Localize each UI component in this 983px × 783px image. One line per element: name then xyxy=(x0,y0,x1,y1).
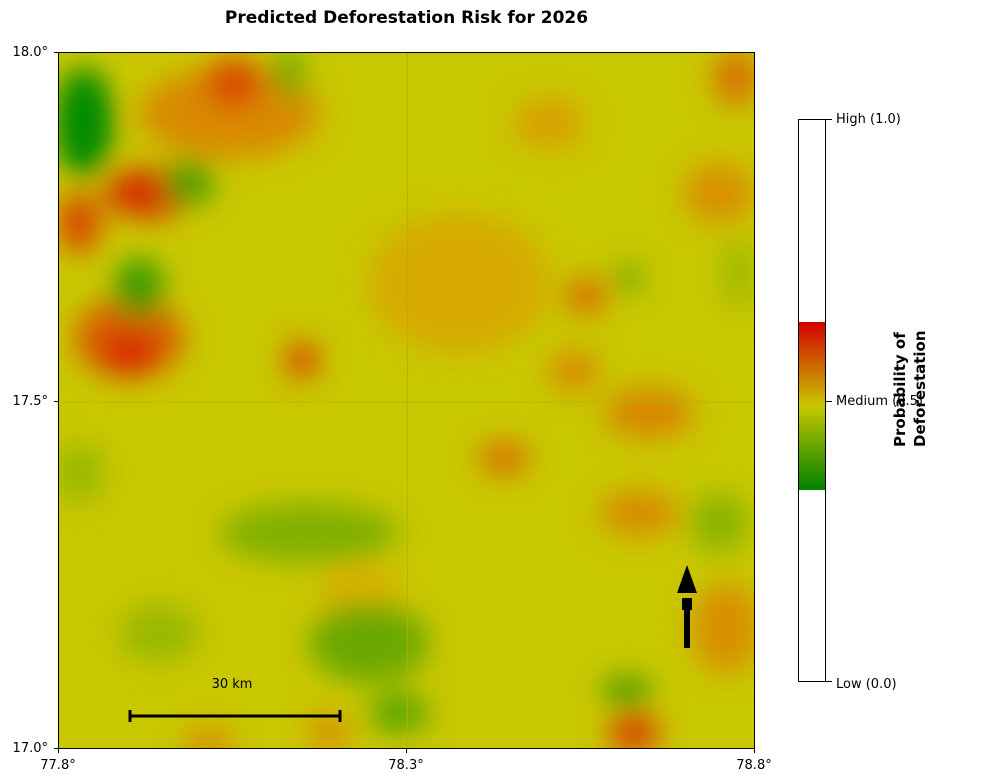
x-tick-label: 78.8° xyxy=(736,758,772,773)
risk-map xyxy=(58,52,755,749)
colorbar-gradient xyxy=(799,321,825,491)
colorbar-title: Probability of Deforestation xyxy=(891,330,929,447)
risk-heatmap xyxy=(59,53,754,748)
y-tick-label: 17.0° xyxy=(12,741,48,756)
map-title: Predicted Deforestation Risk for 2026 xyxy=(224,8,589,28)
x-tick-label: 78.3° xyxy=(388,758,424,773)
y-tick-label: 18.0° xyxy=(12,45,48,60)
scale-bar-label: 30 km xyxy=(211,677,253,692)
colorbar-label-high: High (1.0) xyxy=(836,112,901,127)
colorbar-label-medium: Medium (0.5) xyxy=(836,394,923,409)
north-arrow-icon xyxy=(677,565,697,648)
colorbar-label-low: Low (0.0) xyxy=(836,677,897,692)
x-tick-label: 77.8° xyxy=(40,758,76,773)
colorbar xyxy=(798,119,826,682)
scale-bar xyxy=(128,710,342,722)
y-tick-label: 17.5° xyxy=(12,394,48,409)
